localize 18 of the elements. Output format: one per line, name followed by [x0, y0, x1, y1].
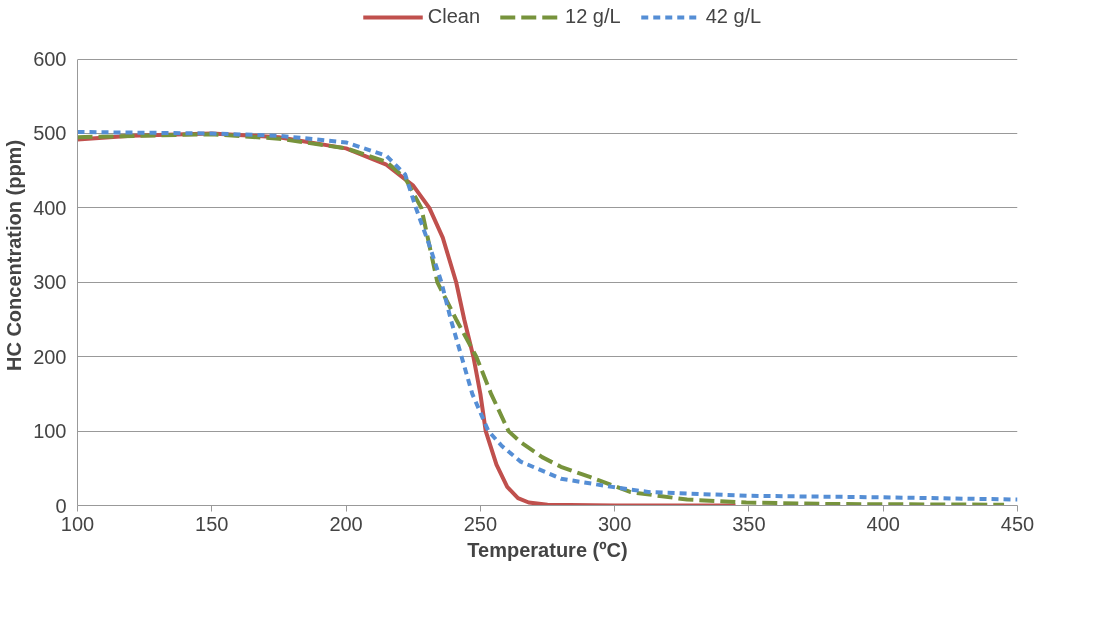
- x-tick-label: 350: [732, 512, 766, 535]
- x-tick-label: 200: [329, 512, 363, 535]
- legend-label: 12 g/L: [565, 5, 621, 28]
- x-tick-label: 250: [463, 512, 498, 535]
- y-tick-label: 300: [33, 271, 67, 294]
- x-axis-title: Temperature (ºC): [467, 538, 628, 561]
- y-tick-label: 200: [33, 345, 67, 368]
- legend-label: 42 g/L: [705, 5, 762, 28]
- x-tick-label: 450: [1000, 512, 1035, 535]
- legend-label: Clean: [427, 5, 481, 28]
- x-tick-label: 400: [866, 512, 900, 535]
- y-tick-label: 500: [33, 122, 67, 145]
- y-axis-title: HC Concentration (ppm): [3, 139, 26, 372]
- x-tick-label: 300: [597, 512, 632, 535]
- x-tick-label: 150: [195, 512, 229, 535]
- y-tick-label: 400: [33, 196, 67, 219]
- y-tick-label: 600: [33, 48, 67, 71]
- y-tick-label: 100: [33, 420, 67, 443]
